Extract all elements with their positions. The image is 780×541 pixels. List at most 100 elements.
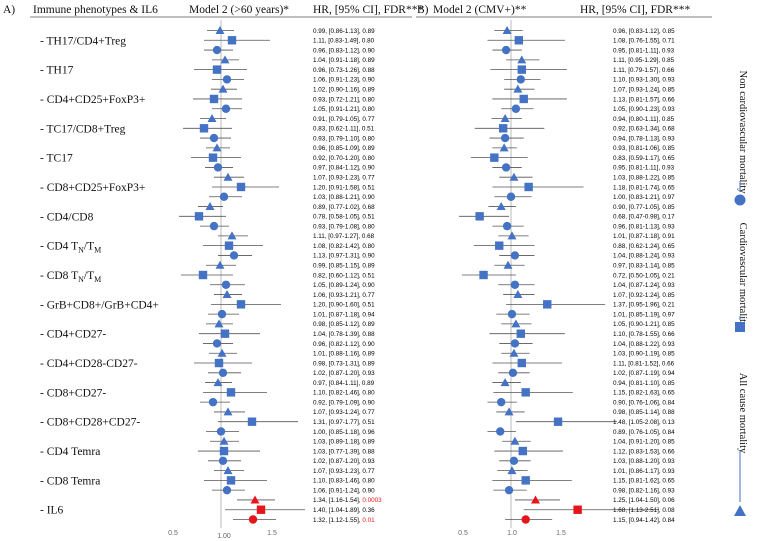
hr-ci-text: 0.92, [0.70-1.20], 0.80 <box>313 155 375 162</box>
phenotype-label: - TC17 <box>40 153 73 165</box>
hr-ci-fdr-text: 1.02, [0.87-1.20], 0.93 <box>313 458 375 465</box>
hr-ci-text: 1.00, [0.85-1.18], 0.96 <box>313 429 375 436</box>
hr-marker-circle <box>510 339 520 348</box>
hr-ci-text: 0.68, [0.47-0.98], 0.17 <box>613 214 675 221</box>
hr-ci-text: 0.83, [0.59-1.17], 0.65 <box>613 155 675 162</box>
hr-ci-text: 1.07, [0.93-1.24], 0.77 <box>313 409 375 416</box>
hr-marker-circle <box>209 133 219 143</box>
hr-ci-fdr-text: 0.96, [0.85-1.09], 0.89 <box>313 145 375 152</box>
hr-ci-text: 0.96, [0.83-1.12], 0.90 <box>313 47 375 54</box>
hr-ci-text: 0.98, [0.85-1.12], 0.89 <box>313 321 375 328</box>
hr-ci-fdr-text: 1.06, [0.91-1.23], 0.90 <box>313 77 375 84</box>
hr-ci-text: 1.18, [0.81-1.74], 0.65 <box>613 184 675 191</box>
panel-a-tick-0.5: 0.5 <box>168 530 178 537</box>
hr-ci-fdr-text: 1.10, [0.93-1.30], 0.93 <box>613 77 675 84</box>
hr-ci-text: 1.06, [0.91-1.24], 0.90 <box>313 487 375 494</box>
hr-marker-square <box>521 476 530 485</box>
hr-ci-text: 1.68, [1.13-2.51], 0.08 <box>613 507 675 514</box>
hr-marker-triangle <box>227 231 237 240</box>
hr-marker-square <box>517 65 526 74</box>
hr-ci-text: 1.12, [0.83-1.53], 0.66 <box>613 448 675 455</box>
panel-b-tag: B) <box>417 4 429 16</box>
phenotype-label: - CD8+CD28+CD27- <box>40 417 140 429</box>
hr-ci-text: 0.97, [0.83-1.14], 0.85 <box>613 263 675 270</box>
hr-marker-triangle <box>220 55 230 64</box>
hr-marker-triangle <box>513 84 523 93</box>
hr-ci-text: 1.03, [0.88-1.20], 0.93 <box>613 458 675 465</box>
hr-marker-circle <box>219 192 229 201</box>
hr-ci-fdr-text: 1.10, [0.82-1.46], 0.80 <box>313 390 375 397</box>
hr-ci-fdr-text: 1.13, [0.97-1.31], 0.90 <box>313 253 375 260</box>
hr-ci-fdr-text: 1.03, [0.88-1.21], 0.90 <box>313 194 375 201</box>
phenotype-label-sub: N <box>78 275 84 284</box>
hr-ci-fdr-text: 0.83, [0.59-1.17], 0.65 <box>613 155 675 162</box>
hr-marker-square <box>518 446 527 456</box>
hr-marker-circle <box>222 75 232 84</box>
hr-ci-text: 1.15, [0.94-1.42], 0.84 <box>613 517 675 524</box>
hr-ci-fdr-text: 1.20, [0.90-1.60], 0.51 <box>313 302 375 309</box>
hr-ci-text: 1.05, [0.90-1.21], 0.85 <box>613 321 675 328</box>
hr-marker-square <box>220 329 230 338</box>
hr-ci-fdr-text: 0.78, [0.58-1.05], 0.51 <box>313 214 375 221</box>
hr-ci-text: 1.05, [0.91-1.21], 0.80 <box>313 106 375 113</box>
hr-ci-text: 1.10, [0.93-1.30], 0.93 <box>613 77 675 84</box>
hr-ci-fdr-text: 1.02, [0.90-1.16], 0.89 <box>313 86 375 93</box>
hr-ci-text: 1.08, [0.82-1.42], 0.80 <box>313 243 375 250</box>
hr-ci-fdr-text: 1.15, [0.82-1.63], 0.65 <box>613 390 675 397</box>
hr-marker-square <box>521 388 530 397</box>
hr-ci-text: 0.96, [0.73-1.26], 0.88 <box>313 67 375 74</box>
hr-marker-square <box>226 476 236 485</box>
hr-ci-text: 1.03, [0.88-1.21], 0.90 <box>313 194 375 201</box>
hr-ci-fdr-text: 1.02, [0.87-1.20], 0.93 <box>313 370 375 377</box>
hr-ci-fdr-text: 0.98, [0.73-1.31], 0.89 <box>313 360 375 367</box>
hr-marker-triangle <box>213 378 223 387</box>
hr-ci-fdr-text: 1.25, [1.04-1.50], 0.06 <box>613 497 675 504</box>
hr-marker-circle <box>516 75 525 84</box>
hr-ci-fdr-text: 0.98, [0.82-1.16], 0.93 <box>613 487 675 494</box>
hr-marker-square <box>227 36 237 45</box>
hr-ci-fdr-text: 1.03, [0.77-1.39], 0.88 <box>313 448 375 455</box>
hr-ci-fdr-text: 1.11, [0.79-1.57], 0.66 <box>613 67 675 74</box>
panel-a-hr-column: 0.99, [0.86-1.13], 0.89 1.11, [0.83-1.49]… <box>313 28 382 524</box>
hr-ci-text: 1.05, [0.89-1.24], 0.90 <box>313 282 375 289</box>
hr-ci-text: 0.94, [0.80-1.11], 0.85 <box>613 116 675 123</box>
hr-ci-fdr-text: 1.00, [0.85-1.18], 0.96 <box>313 429 375 436</box>
hr-ci-text: 0.99, [0.86-1.13], 0.89 <box>313 28 375 35</box>
panel-a-tick-1.00: 1.00 <box>217 533 231 540</box>
panel-b-hr-header: HR, [95% CI], FDR*** <box>580 4 690 16</box>
legend-label-all-cause: All cause mortality <box>737 373 748 454</box>
panel-b-tick-1.5: 1.5 <box>556 530 566 537</box>
panel-b-plot <box>459 26 659 524</box>
hr-ci-text: 1.01, [0.85-1.19], 0.97 <box>613 311 675 318</box>
legend-label-cardiovascular: Cardiovascular mortality <box>737 223 748 328</box>
hr-ci-text: 1.04, [0.87-1.24], 0.93 <box>613 282 675 289</box>
hr-ci-text: 0.96, [0.81-1.13], 0.93 <box>613 223 675 230</box>
phenotype-label-sub: M <box>94 275 101 284</box>
hr-marker-square <box>214 358 224 368</box>
hr-ci-text: 1.02, [0.87-1.19], 0.94 <box>613 370 675 377</box>
hr-ci-text: 0.93, [0.79-1.08], 0.80 <box>313 223 375 230</box>
hr-ci-text: 0.93, [0.72-1.21], 0.80 <box>313 96 375 103</box>
hr-ci-text: 1.07, [0.93-1.24], 0.85 <box>613 86 675 93</box>
significant-fdr: 0.01 <box>362 517 375 524</box>
hr-ci-fdr-text: 1.11, [0.95-1.29], 0.85 <box>613 57 675 64</box>
hr-marker-triangle <box>502 26 512 34</box>
hr-ci-fdr-text: 1.31, [0.97-1.77], 0.51 <box>313 419 375 426</box>
phenotype-label: - CD4 Temra <box>40 446 100 458</box>
hr-ci-fdr-text: 1.05, [0.90-1.21], 0.85 <box>613 321 675 328</box>
hr-ci-fdr-text: 1.15, [0.94-1.42], 0.84 <box>613 517 675 524</box>
hr-marker-triangle <box>509 172 519 181</box>
hr-marker-triangle <box>504 407 514 416</box>
hr-marker-square <box>208 153 218 162</box>
hr-ci-fdr-text: 0.96, [0.83-1.12], 0.90 <box>313 47 375 54</box>
hr-ci-fdr-text: 0.98, [0.85-1.14], 0.88 <box>613 409 675 416</box>
hr-ci-fdr-text: 1.34, [1.16-1.54], 0.0003 <box>313 497 382 504</box>
panel-a-hr-header: HR, [95% CI], FDR*** <box>313 4 423 16</box>
hr-marker-circle <box>216 427 226 436</box>
hr-ci-fdr-text: 1.01, [0.87-1.18], 0.91 <box>613 233 675 240</box>
phenotype-label: - TH17 <box>40 65 74 77</box>
phenotype-label: - TC17/CD8+Treg <box>40 123 126 135</box>
hr-ci-text: 1.02, [0.87-1.20], 0.93 <box>313 458 375 465</box>
